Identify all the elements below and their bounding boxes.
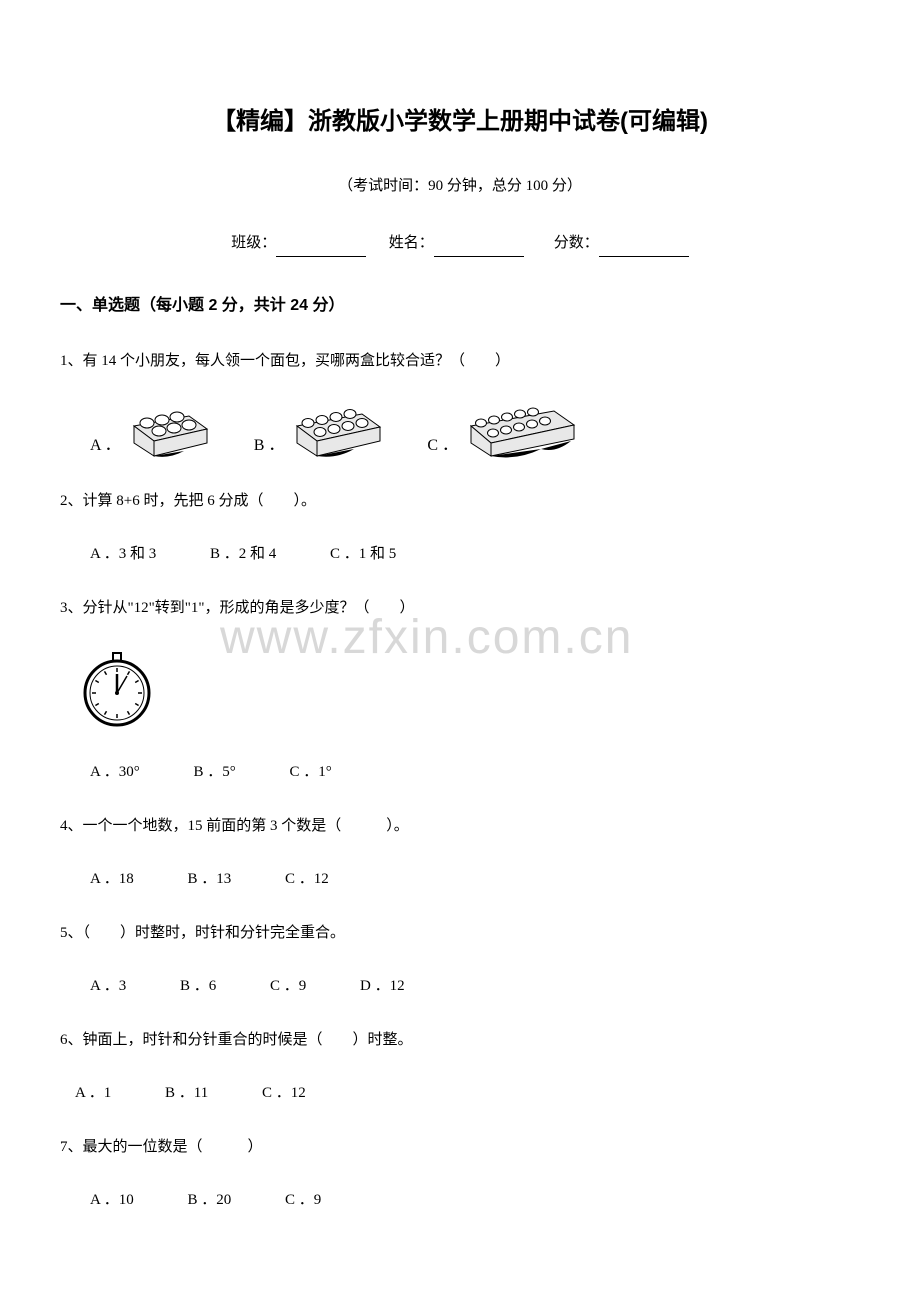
name-blank xyxy=(434,239,524,257)
option-7c: C ．9 xyxy=(285,1187,321,1214)
option-6c: C ．12 xyxy=(262,1080,306,1107)
document-title: 【精编】浙教版小学数学上册期中试卷(可编辑) xyxy=(60,100,860,143)
option-4a: A ．18 xyxy=(90,866,134,893)
option-6b: B ．11 xyxy=(165,1080,208,1107)
option-2a: A ．3 和 3 xyxy=(90,541,156,568)
option-7b: B ．20 xyxy=(188,1187,232,1214)
egg-box-icon xyxy=(292,401,387,461)
option-5d: D ．12 xyxy=(360,973,405,1000)
question-1-options: A ． B ． xyxy=(60,401,860,461)
option-3c: C ．1° xyxy=(290,759,332,786)
class-blank xyxy=(276,239,366,257)
question-7: 7、最大的一位数是（ ） xyxy=(60,1132,860,1162)
question-2: 2、计算 8+6 时，先把 6 分成（ ）。 xyxy=(60,486,860,516)
question-6-options: A ．1 B ．11 C ．12 xyxy=(60,1080,860,1107)
question-3-options: A ．30° B ．5° C ．1° xyxy=(60,759,860,786)
clock-icon xyxy=(80,648,155,733)
question-7-options: A ．10 B ．20 C ．9 xyxy=(60,1187,860,1214)
option-label: A ． xyxy=(90,432,121,461)
option-1a: A ． xyxy=(90,401,214,461)
score-label: 分数： xyxy=(554,235,599,251)
option-4c: C ．12 xyxy=(285,866,329,893)
question-4-options: A ．18 B ．13 C ．12 xyxy=(60,866,860,893)
question-2-options: A ．3 和 3 B ．2 和 4 C ．1 和 5 xyxy=(60,541,860,568)
option-2b: B ．2 和 4 xyxy=(210,541,276,568)
clock-image xyxy=(80,648,860,744)
question-5: 5、（ ）时整时，时针和分针完全重合。 xyxy=(60,918,860,948)
option-1b: B ． xyxy=(254,401,388,461)
option-4b: B ．13 xyxy=(188,866,232,893)
option-label: C ． xyxy=(427,432,458,461)
option-7a: A ．10 xyxy=(90,1187,134,1214)
option-3b: B ．5° xyxy=(194,759,236,786)
option-1c: C ． xyxy=(427,401,581,461)
question-5-options: A ．3 B ．6 C ．9 D ．12 xyxy=(60,973,860,1000)
option-5c: C ．9 xyxy=(270,973,306,1000)
egg-box-icon xyxy=(466,401,581,461)
name-label: 姓名： xyxy=(389,235,434,251)
score-blank xyxy=(599,239,689,257)
info-line: 班级： 姓名： 分数： xyxy=(60,230,860,257)
option-5a: A ．3 xyxy=(90,973,126,1000)
document-subtitle: （考试时间：90 分钟，总分 100 分） xyxy=(60,173,860,200)
question-4: 4、一个一个地数，15 前面的第 3 个数是（ ）。 xyxy=(60,811,860,841)
option-label: B ． xyxy=(254,432,285,461)
question-6: 6、钟面上，时针和分针重合的时候是（ ）时整。 xyxy=(60,1025,860,1055)
question-3: 3、分针从"12"转到"1"，形成的角是多少度？（ ） xyxy=(60,593,860,623)
question-1: 1、有 14 个小朋友，每人领一个面包，买哪两盒比较合适？（ ） xyxy=(60,346,860,376)
option-5b: B ．6 xyxy=(180,973,216,1000)
egg-box-icon xyxy=(129,401,214,461)
section-header: 一、单选题（每小题 2 分，共计 24 分） xyxy=(60,292,860,321)
option-2c: C ．1 和 5 xyxy=(330,541,396,568)
class-label: 班级： xyxy=(231,235,276,251)
option-3a: A ．30° xyxy=(90,759,140,786)
option-6a: A ．1 xyxy=(75,1080,111,1107)
